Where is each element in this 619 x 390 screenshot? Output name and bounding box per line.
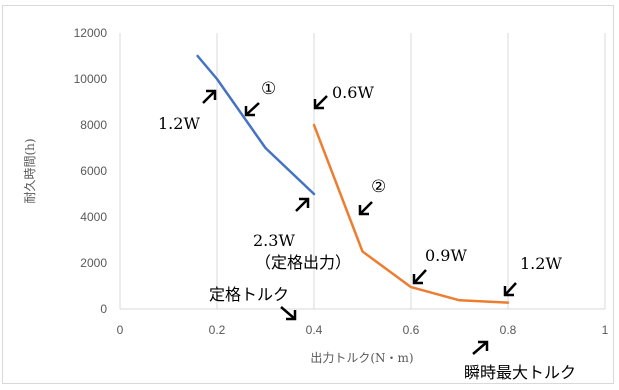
- y-tick-label: 0: [100, 302, 107, 316]
- annotation-0-9w: 0.9W: [425, 246, 467, 265]
- y-tick-label: 12000: [74, 26, 108, 40]
- arrow-1-2w-top: [202, 89, 217, 104]
- annotation-rated-torque: 定格トルク: [209, 285, 289, 304]
- y-tick-label: 6000: [80, 164, 107, 178]
- x-tick-label: 0.6: [403, 323, 420, 337]
- arrow-max-instant-torque: [472, 340, 489, 355]
- x-axis-title: 出力トルク(N・m): [310, 351, 413, 365]
- arrow-curve1-marker: [244, 102, 260, 117]
- x-tick-label: 0.4: [306, 323, 323, 337]
- annotation-max-instant-torque: 瞬時最大トルク: [464, 363, 576, 382]
- arrow-2-3w: [295, 197, 310, 212]
- curve1-marker-label: ①: [261, 79, 276, 99]
- annotation-rated-output: （定格出力）: [255, 253, 351, 272]
- y-tick-label: 10000: [74, 72, 108, 86]
- y-tick-label: 8000: [80, 118, 107, 132]
- arrow-0-9w: [412, 269, 427, 285]
- x-tick-label: 0.2: [209, 323, 226, 337]
- curve2-marker-label: ②: [371, 177, 386, 197]
- x-tick-label: 0: [117, 323, 124, 337]
- series-lines: [196, 54, 510, 304]
- annotation-1-2w-bottom: 1.2W: [520, 254, 562, 273]
- annotation-2-3w: 2.3W: [253, 231, 295, 250]
- chart-frame: [2, 5, 614, 384]
- arrow-1-2w-bottom: [503, 282, 517, 297]
- x-tick-label: 1: [602, 323, 609, 337]
- y-tick-label: 2000: [80, 256, 107, 270]
- arrow-rated-torque: [280, 306, 297, 321]
- arrow-0-6w: [313, 95, 328, 110]
- arrow-curve2-marker: [358, 201, 373, 216]
- y-tick-label: 4000: [80, 210, 107, 224]
- x-tick-label: 0.8: [500, 323, 517, 337]
- series-line-1: [196, 54, 316, 196]
- annotation-1-2w-top: 1.2W: [158, 114, 200, 133]
- annotation-0-6w: 0.6W: [332, 83, 374, 102]
- series-line-2: [312, 123, 510, 304]
- y-axis-title: 耐久時間(h): [23, 138, 37, 203]
- tick-labels: 0 0.2 0.4 0.6 0.8 1 0 2000 4000 6000 8000 10000 1200…: [74, 26, 609, 337]
